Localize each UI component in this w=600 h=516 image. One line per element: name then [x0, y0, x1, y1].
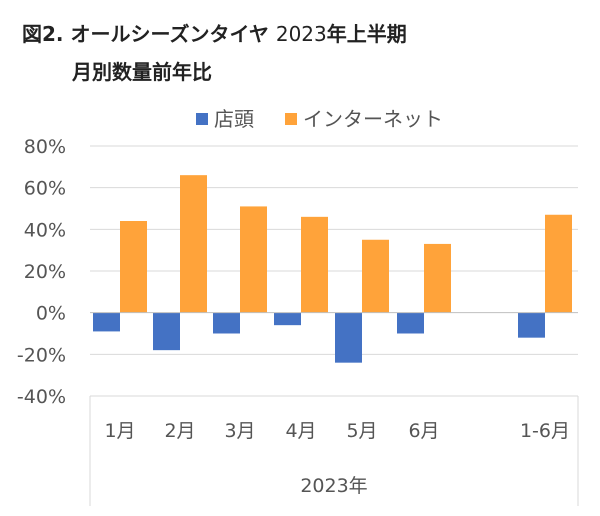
chart-subtitle: 月別数量前年比 — [72, 60, 212, 84]
bar-internet — [545, 214, 572, 313]
y-tick-label: 60% — [24, 178, 66, 200]
bar-store — [93, 312, 120, 332]
chart-title: 図2. オールシーズンタイヤ 2023年上半期 — [22, 18, 407, 47]
title-main: オールシーズンタイヤ — [70, 22, 269, 46]
x-tick-label: 1月 — [104, 420, 135, 442]
x-tick-label: 1-6月 — [520, 420, 570, 442]
y-tick-label: 0% — [36, 303, 66, 325]
bar-internet — [240, 206, 267, 313]
y-tick-label: 20% — [24, 261, 66, 283]
category-group-label: 2023年 — [300, 475, 367, 497]
y-tick-label: 40% — [24, 219, 66, 241]
title-suffix: 年上半期 — [326, 22, 407, 46]
legend-swatch — [196, 113, 208, 125]
y-tick-label: 80% — [24, 136, 66, 158]
bar-store — [397, 312, 424, 334]
bar-store — [335, 312, 362, 363]
x-tick-label: 5月 — [346, 420, 377, 442]
bar-store — [274, 312, 301, 326]
title-prefix: 図2. — [22, 22, 64, 46]
axes: 80% 60% 40% 20% 0% -20% -40% 1月 2月 3月 4月 5月 6月 1-6月 20… — [17, 136, 579, 506]
bar-internet — [424, 243, 451, 313]
bar-internet — [301, 216, 328, 313]
gridlines — [90, 145, 578, 397]
x-tick-label: 2月 — [164, 420, 195, 442]
legend-label: インターネット — [303, 107, 443, 131]
legend-label: 店頭 — [214, 107, 254, 131]
x-tick-label: 3月 — [224, 420, 255, 442]
x-tick-label: 6月 — [408, 420, 439, 442]
bar-store — [153, 312, 180, 351]
legend: 店頭 インターネット — [196, 107, 443, 131]
title-year: 2023 — [275, 22, 327, 46]
y-tick-label: -20% — [17, 344, 66, 366]
bar-store — [518, 312, 545, 338]
bar-internet — [180, 175, 207, 313]
bar-store — [213, 312, 240, 334]
bars — [93, 175, 572, 363]
x-tick-label: 4月 — [285, 420, 316, 442]
legend-swatch — [285, 113, 297, 125]
bar-internet — [120, 221, 147, 313]
y-tick-label: -40% — [17, 386, 66, 408]
bar-internet — [362, 239, 389, 313]
